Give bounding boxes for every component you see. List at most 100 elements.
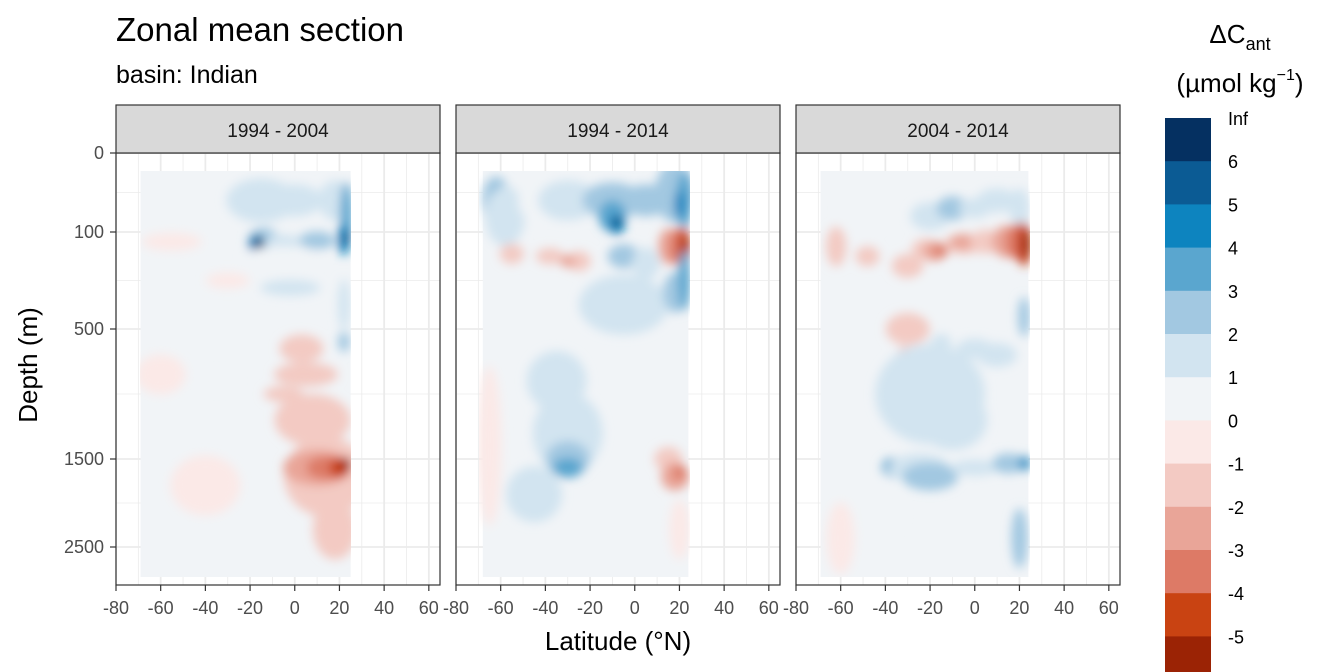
legend-label: -4 <box>1228 584 1244 604</box>
contour-band <box>566 251 591 272</box>
x-tick-label: -60 <box>148 598 174 618</box>
x-tick-label: -40 <box>192 598 218 618</box>
x-tick-label: -20 <box>917 598 943 618</box>
contour-band <box>950 459 999 476</box>
contour-band <box>499 243 524 264</box>
legend-color-key <box>1165 636 1211 672</box>
contour-band <box>266 184 323 217</box>
contour-band <box>479 366 502 526</box>
contour-band <box>669 499 690 560</box>
contour-band <box>485 186 526 247</box>
y-tick-label: 0 <box>94 143 104 163</box>
x-tick-label: -80 <box>443 598 469 618</box>
legend-label: 2 <box>1228 325 1238 345</box>
contour-band <box>885 313 930 345</box>
legend-label: 6 <box>1228 152 1238 172</box>
contour-band <box>846 487 903 536</box>
contour-band <box>537 180 598 221</box>
contour-band <box>902 462 959 491</box>
facet-strip <box>455 104 781 154</box>
contour-band <box>140 354 186 395</box>
contour-band <box>273 362 338 387</box>
facet-strip-label: 1994 - 2014 <box>567 121 669 142</box>
legend-color-key <box>1165 377 1211 421</box>
x-tick-label: 60 <box>419 598 439 618</box>
x-tick-label: 20 <box>1009 598 1029 618</box>
contour-band <box>891 253 924 278</box>
x-axis-title: Latitude (°N) <box>545 626 691 656</box>
legend-color-key <box>1165 247 1211 292</box>
contour-band <box>826 226 847 267</box>
contour-band <box>559 255 576 268</box>
legend-unit: (µmol kg−1) <box>1176 67 1303 98</box>
legend-label: -5 <box>1228 627 1244 647</box>
contour-band <box>265 234 302 249</box>
x-tick-label: -20 <box>237 598 263 618</box>
x-tick-label: 40 <box>714 598 734 618</box>
contour-band <box>1022 458 1030 469</box>
legend-color-key <box>1165 593 1211 637</box>
y-tick-label: 2500 <box>64 537 104 557</box>
contour-band <box>674 190 685 219</box>
y-tick-label: 500 <box>74 319 104 339</box>
legend-label: 4 <box>1228 239 1238 259</box>
contour-band <box>613 216 620 229</box>
x-tick-label: 60 <box>759 598 779 618</box>
contour-band <box>826 502 855 575</box>
chart-subtitle: basin: Indian <box>116 61 258 89</box>
contour-band <box>552 457 583 478</box>
contour-band <box>912 270 993 315</box>
facet-panel: 1994 - 2004 -80 -60 -40 -20 0 20 40 60 <box>103 104 441 618</box>
legend-label: 3 <box>1228 282 1238 302</box>
legend-color-key <box>1165 420 1211 465</box>
legend-label: 0 <box>1228 411 1238 431</box>
chart-title: Zonal mean section <box>116 11 404 48</box>
legend-label: 5 <box>1228 195 1238 215</box>
contour-band <box>977 343 1018 367</box>
contour-band <box>243 246 324 267</box>
y-tick-label: 1500 <box>64 449 104 469</box>
contour-band <box>977 188 1018 213</box>
legend-label: -3 <box>1228 541 1244 561</box>
x-tick-label: 0 <box>290 598 300 618</box>
contour-band <box>855 246 880 267</box>
contour-band <box>1022 230 1030 259</box>
legend-label: -1 <box>1228 455 1244 475</box>
contour-band <box>839 184 888 233</box>
legend-title: ΔCant <box>1209 19 1270 54</box>
x-tick-label: -80 <box>783 598 809 618</box>
x-tick-label: 40 <box>1054 598 1074 618</box>
legend-keys: Inf 6 5 4 3 2 1 0 -1 -2 -3 -4 -5 <box>1165 109 1249 672</box>
y-axis-title: Depth (m) <box>13 307 43 423</box>
contour-band <box>274 394 351 446</box>
contour-band <box>170 455 241 516</box>
x-tick-label: 0 <box>970 598 980 618</box>
x-tick-label: 20 <box>669 598 689 618</box>
contour-band <box>341 457 351 472</box>
contour-band <box>677 250 690 311</box>
x-tick-label: 40 <box>374 598 394 618</box>
contour-band <box>992 453 1025 474</box>
contour-band <box>1017 296 1030 337</box>
legend-label: 1 <box>1228 368 1238 388</box>
contour-field <box>140 171 351 577</box>
contour-band <box>205 272 250 289</box>
contour-band <box>535 248 564 265</box>
color-legend: ΔCant (µmol kg−1) Inf 6 5 4 3 2 1 0 -1 -2 -3 -4 -5 <box>1165 19 1304 672</box>
x-tick-label: -60 <box>828 598 854 618</box>
contour-field <box>479 171 690 577</box>
facet-strip <box>795 104 1121 154</box>
legend-color-key <box>1165 506 1211 551</box>
contour-band <box>936 196 969 221</box>
y-axis: 0 100 500 1500 2500 <box>64 143 116 557</box>
contour-band <box>196 373 237 389</box>
contour-band <box>578 274 669 335</box>
contour-band <box>1011 508 1028 569</box>
contour-band <box>260 279 321 296</box>
contour-band <box>342 230 351 247</box>
contour-band <box>279 334 324 363</box>
y-tick-label: 100 <box>74 222 104 242</box>
facet-strip-label: 1994 - 2004 <box>227 121 329 142</box>
legend-label: Inf <box>1228 109 1249 129</box>
